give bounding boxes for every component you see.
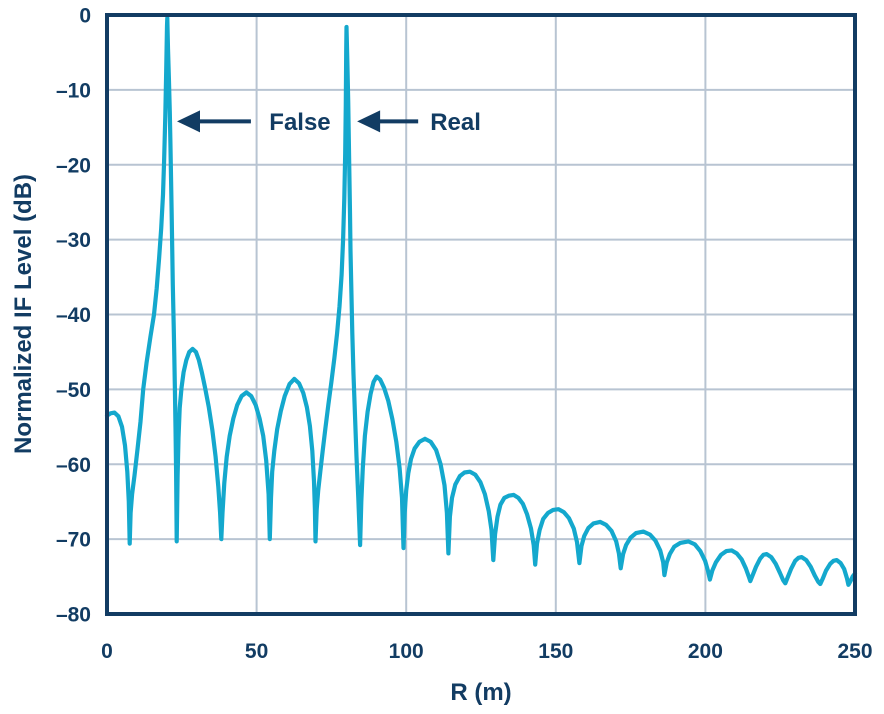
y-tick-label-–20: –20 [56, 154, 91, 177]
peak-label-false: False [269, 109, 330, 136]
annotation-layer: False Real [177, 109, 481, 136]
x-tick-label-150: 150 [538, 640, 573, 663]
y-tick-label-–10: –10 [56, 79, 91, 102]
real-arrow-head [357, 110, 381, 133]
y-tick-label-–80: –80 [56, 604, 91, 627]
y-tick-label-0: 0 [79, 5, 91, 28]
grid-layer [107, 15, 855, 614]
y-axis-title: Normalized IF Level (dB) [10, 174, 37, 454]
false-arrow-head [177, 110, 201, 133]
x-axis-title: R (m) [450, 679, 511, 706]
y-tick-label-–40: –40 [56, 304, 91, 327]
peak-label-real: Real [430, 109, 481, 136]
frame-layer [105, 13, 857, 616]
y-tick-label-–50: –50 [56, 379, 91, 402]
x-tick-label-250: 250 [837, 640, 872, 663]
x-tick-label-0: 0 [101, 640, 113, 663]
tick-layer: 0 50 100 150 200 250 0 –10 –20 –30 –40 –50 –60 –70 –80 [56, 5, 873, 664]
x-tick-label-50: 50 [245, 640, 268, 663]
y-tick-label-–60: –60 [56, 454, 91, 477]
plot-frame [105, 13, 857, 616]
y-tick-label-–30: –30 [56, 229, 91, 252]
y-tick-label-–70: –70 [56, 529, 91, 552]
x-tick-label-200: 200 [688, 640, 723, 663]
curve-layer [104, 15, 858, 587]
x-tick-label-100: 100 [389, 640, 424, 663]
if-spectrum-curve-0 [104, 15, 858, 587]
